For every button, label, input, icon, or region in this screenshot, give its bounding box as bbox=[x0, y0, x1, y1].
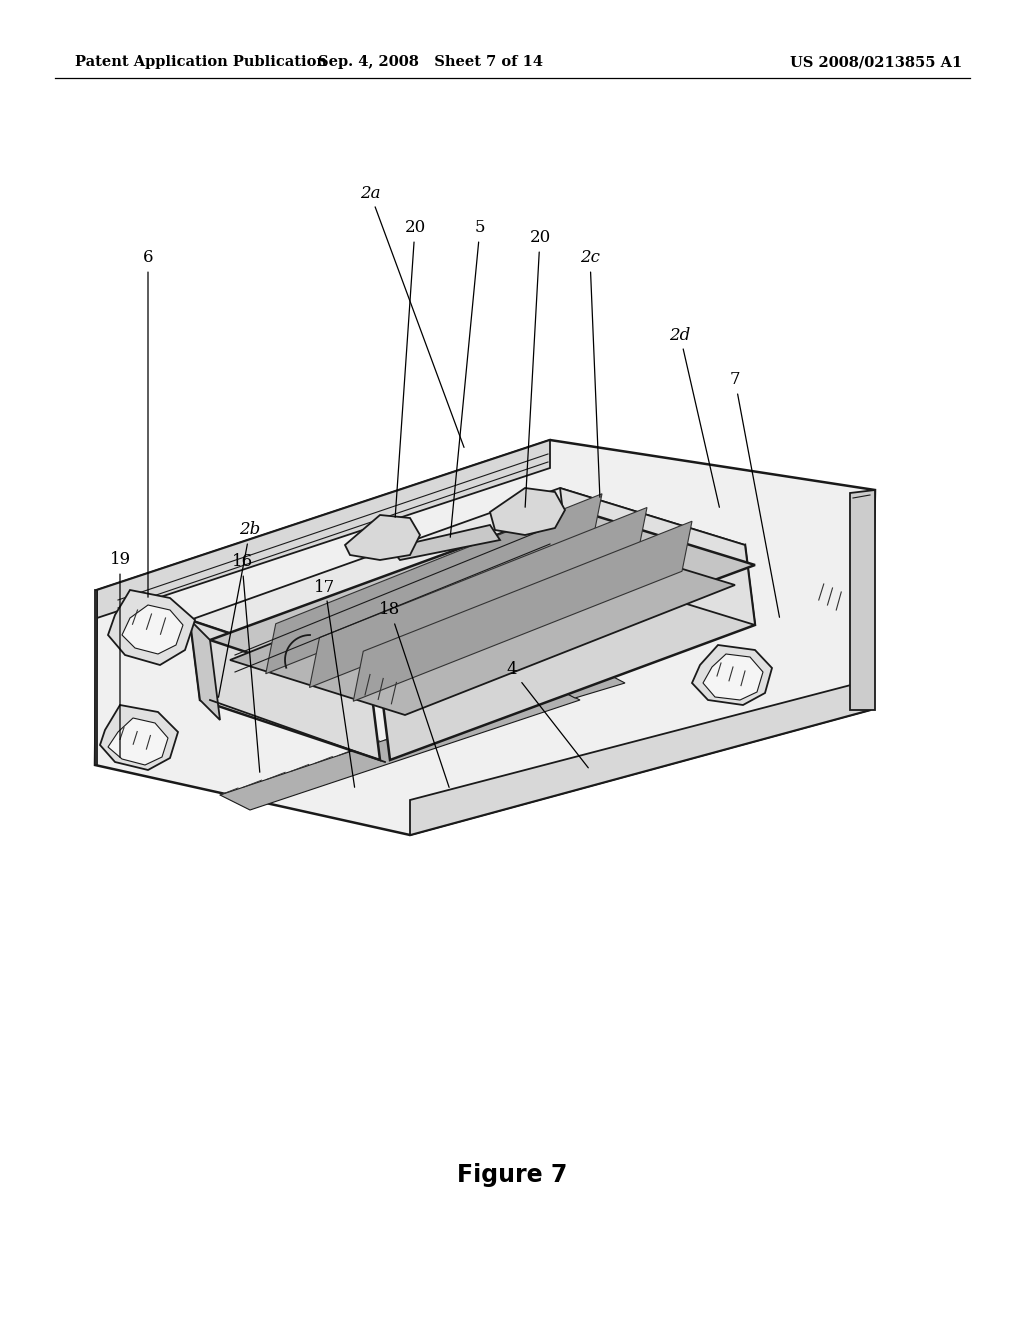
Polygon shape bbox=[850, 490, 874, 710]
Text: 18: 18 bbox=[379, 602, 450, 787]
Text: 19: 19 bbox=[110, 552, 131, 758]
Text: 2d: 2d bbox=[670, 326, 720, 507]
Polygon shape bbox=[95, 590, 97, 766]
Polygon shape bbox=[100, 705, 178, 770]
Polygon shape bbox=[230, 531, 735, 715]
Polygon shape bbox=[410, 680, 870, 836]
Polygon shape bbox=[97, 440, 550, 618]
Polygon shape bbox=[345, 515, 420, 560]
Polygon shape bbox=[380, 545, 755, 760]
Polygon shape bbox=[220, 685, 580, 810]
Text: Sep. 4, 2008   Sheet 7 of 14: Sep. 4, 2008 Sheet 7 of 14 bbox=[317, 55, 543, 69]
Polygon shape bbox=[692, 645, 772, 705]
Polygon shape bbox=[108, 590, 195, 665]
Polygon shape bbox=[309, 507, 647, 688]
Text: 6: 6 bbox=[142, 249, 154, 597]
Polygon shape bbox=[266, 494, 602, 673]
Text: Figure 7: Figure 7 bbox=[457, 1163, 567, 1187]
Text: 2c: 2c bbox=[580, 249, 600, 498]
Text: 20: 20 bbox=[525, 230, 551, 507]
Polygon shape bbox=[190, 620, 220, 719]
Text: 2b: 2b bbox=[218, 521, 261, 697]
Polygon shape bbox=[353, 521, 692, 701]
Polygon shape bbox=[122, 605, 183, 653]
Text: 16: 16 bbox=[231, 553, 260, 772]
Text: 5: 5 bbox=[451, 219, 485, 537]
Polygon shape bbox=[210, 508, 755, 700]
Polygon shape bbox=[490, 488, 565, 535]
Text: 7: 7 bbox=[730, 371, 779, 618]
Polygon shape bbox=[703, 653, 763, 700]
Polygon shape bbox=[95, 440, 874, 836]
Polygon shape bbox=[550, 671, 625, 698]
Polygon shape bbox=[190, 488, 745, 680]
Polygon shape bbox=[390, 525, 500, 560]
Text: 20: 20 bbox=[395, 219, 426, 517]
Polygon shape bbox=[190, 620, 380, 760]
Text: Patent Application Publication: Patent Application Publication bbox=[75, 55, 327, 69]
Polygon shape bbox=[108, 718, 168, 766]
Polygon shape bbox=[560, 488, 755, 624]
Text: 2a: 2a bbox=[359, 185, 464, 447]
Text: 17: 17 bbox=[314, 578, 354, 787]
Text: US 2008/0213855 A1: US 2008/0213855 A1 bbox=[790, 55, 963, 69]
Text: 4: 4 bbox=[507, 661, 589, 768]
